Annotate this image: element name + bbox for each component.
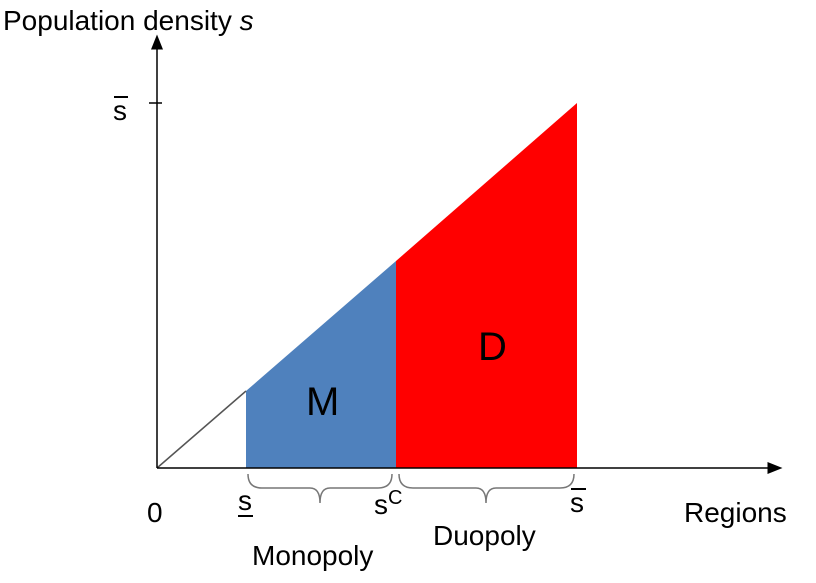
- brace: [398, 473, 575, 504]
- x-tick-label: s: [570, 487, 584, 518]
- origin-label: 0: [147, 497, 163, 528]
- y-axis-label: Population density s: [3, 5, 254, 36]
- x-tick-label: sC: [374, 487, 402, 520]
- brace: [247, 473, 393, 504]
- monopoly-region: [246, 261, 396, 468]
- duopoly-region: [396, 103, 577, 468]
- bracket-label: Duopoly: [433, 520, 536, 551]
- region-label: M: [306, 380, 339, 424]
- density-line: [156, 390, 247, 469]
- bracket-label: Monopoly: [252, 540, 373, 571]
- x-axis-label: Regions: [684, 497, 787, 528]
- y-tick-label: s: [113, 95, 127, 126]
- x-tick-label: s: [238, 485, 252, 516]
- region-label: D: [478, 325, 507, 369]
